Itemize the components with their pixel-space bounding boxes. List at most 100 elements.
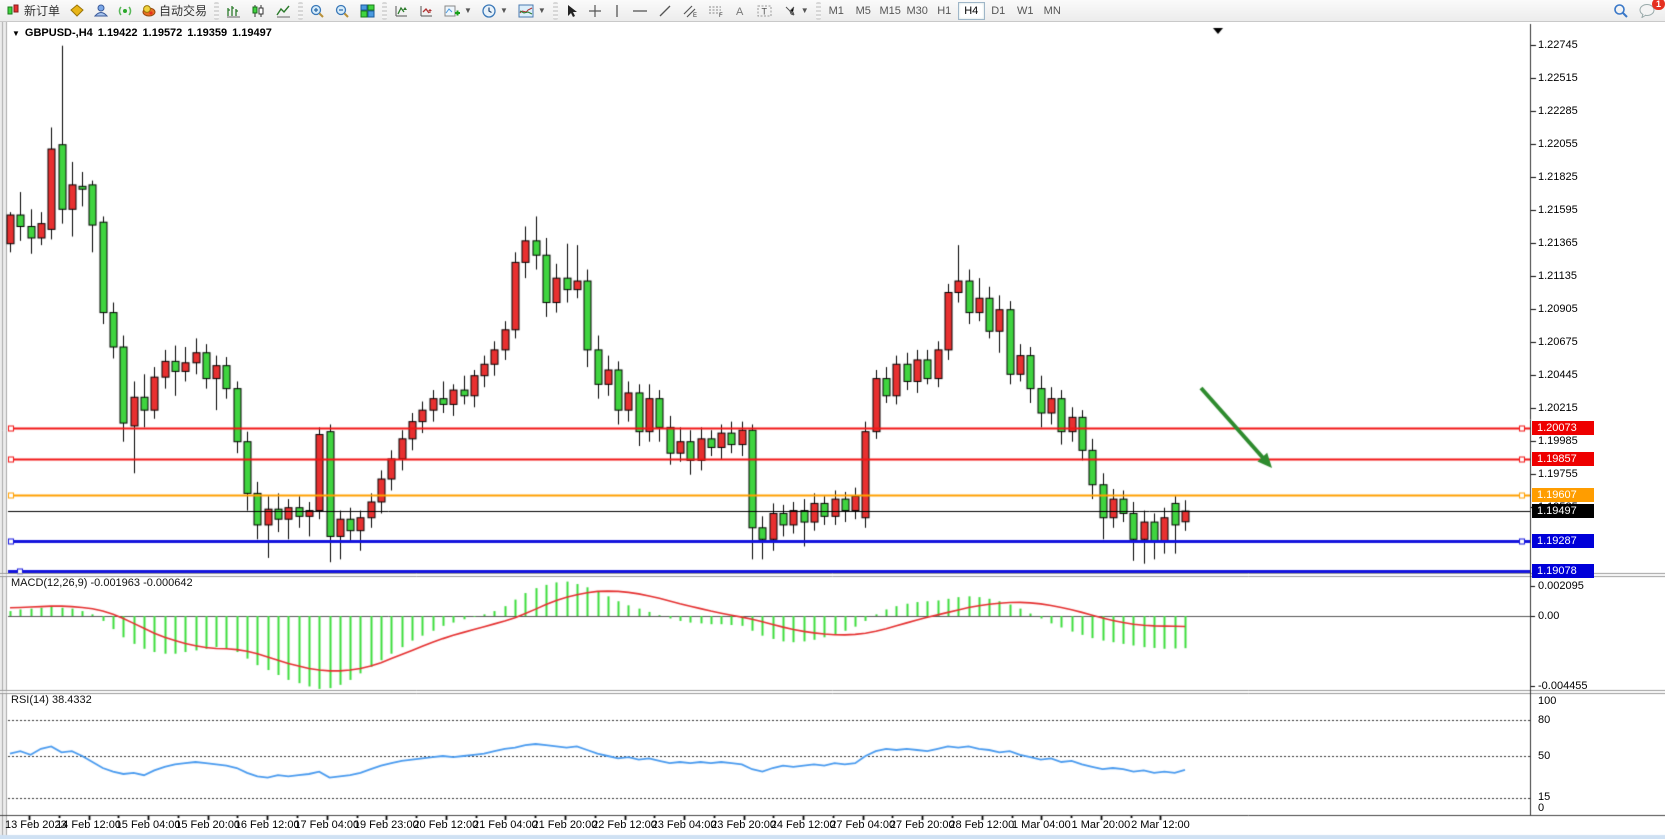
chevron-down-icon: ▼	[464, 6, 472, 15]
zoom-in-button[interactable]	[305, 1, 330, 21]
symbol-period-label: GBPUSD-,H4	[24, 27, 93, 39]
open-value: 1.19422	[97, 27, 138, 39]
add-indicator-icon	[444, 5, 461, 16]
accounts-button[interactable]	[89, 1, 113, 21]
timeframe-button-h1[interactable]: H1	[937, 4, 952, 17]
crosshair-icon	[588, 4, 601, 17]
price-tick-label: 1.21825	[1538, 170, 1578, 183]
accounts-icon	[94, 4, 109, 17]
line-chart-icon	[276, 5, 291, 17]
price-tick-label: 1.19985	[1538, 434, 1578, 447]
indicator-window-button[interactable]	[389, 1, 414, 21]
market-watch-button[interactable]	[65, 1, 89, 21]
vertical-line-button[interactable]	[607, 1, 627, 21]
chart-canvas[interactable]	[0, 22, 1665, 839]
text-label-icon: T	[757, 5, 772, 16]
cursor-button[interactable]	[560, 1, 583, 21]
low-value: 1.19359	[187, 27, 228, 39]
price-tick-label: 1.20675	[1538, 335, 1578, 348]
fibonacci-button[interactable]: F	[703, 1, 729, 21]
macd-scale-label: 0.00	[1538, 610, 1560, 622]
time-tick-label: 17 Feb 04:00	[294, 819, 360, 831]
timeframe-button-h4[interactable]: H4	[957, 1, 985, 20]
signal-icon	[118, 6, 132, 16]
template-button[interactable]: ▼	[513, 1, 551, 21]
tile-windows-button[interactable]	[355, 1, 380, 21]
price-tick-label: 1.20445	[1538, 368, 1578, 381]
autotrade-button[interactable]: 自动交易	[137, 1, 212, 21]
time-tick-label: 15 Feb 20:00	[175, 819, 241, 831]
horizontal-line-button[interactable]	[627, 1, 653, 21]
toolbar-separator	[552, 1, 558, 20]
new-order-icon	[7, 4, 19, 15]
time-tick-label: 2 Mar 12:00	[1131, 819, 1190, 831]
timeframe-button-m5[interactable]: M5	[855, 4, 871, 17]
chat-icon	[1639, 4, 1655, 18]
macd-main-value: -0.001963	[90, 577, 141, 589]
trendline-button[interactable]	[653, 1, 677, 21]
price-tick-label: 1.20905	[1538, 302, 1578, 315]
candlestick-button[interactable]	[246, 1, 271, 21]
timeframe-button-m30[interactable]: M30	[906, 4, 928, 17]
time-tick-label: 21 Feb 20:00	[532, 819, 598, 831]
chevron-down-icon: ▼	[499, 6, 508, 15]
rsi-scale-label: 80	[1538, 714, 1551, 726]
time-tick-label: 22 Feb 12:00	[592, 819, 657, 831]
timeframe-button-mn[interactable]: MN	[1043, 4, 1061, 17]
fibonacci-icon: F	[708, 6, 723, 18]
macd-scale-label: -0.004455	[1538, 680, 1588, 692]
period-button[interactable]: ▼	[477, 1, 513, 21]
new-order-button[interactable]: 新订单	[2, 1, 65, 21]
toolbar: 新订单 自动交易	[0, 0, 1665, 22]
horizontal-line-icon	[632, 9, 647, 12]
time-tick-label: 1 Mar 20:00	[1071, 819, 1131, 831]
bar-chart-button[interactable]	[221, 1, 246, 21]
crosshair-button[interactable]	[583, 1, 607, 21]
new-order-label: 新订单	[24, 4, 61, 18]
price-tick-label: 1.22285	[1538, 104, 1578, 117]
zoom-in-icon	[310, 4, 324, 18]
period-clock-icon	[482, 3, 496, 18]
price-tick-label: 1.22055	[1538, 137, 1578, 150]
price-tick-label: 1.19755	[1538, 467, 1578, 480]
timeframe-button-m1[interactable]: M1	[828, 4, 844, 17]
timeframe-button-w1[interactable]: W1	[1016, 4, 1034, 17]
close-value: 1.19497	[232, 27, 272, 39]
signal-button[interactable]	[113, 1, 137, 21]
svg-text:A: A	[736, 6, 744, 18]
chat-button[interactable]: 1	[1634, 0, 1665, 21]
high-value: 1.19572	[142, 27, 183, 39]
add-indicator-button[interactable]: ▼	[439, 1, 477, 21]
time-tick-label: 20 Feb 12:00	[413, 819, 479, 831]
arrows-icon	[785, 6, 795, 15]
autotrade-icon	[142, 5, 156, 17]
time-tick-label: 14 Feb 12:00	[56, 819, 121, 831]
rsi-value: 38.4332	[51, 694, 92, 706]
trendline-icon	[659, 5, 671, 16]
line-chart-button[interactable]	[271, 1, 296, 21]
time-tick-label: 15 Feb 04:00	[115, 819, 181, 831]
macd-signal-value: -0.000642	[143, 577, 193, 589]
timeframe-button-d1[interactable]: D1	[991, 4, 1006, 17]
time-tick-label: 27 Feb 20:00	[889, 819, 955, 831]
time-tick-label: 28 Feb 12:00	[949, 819, 1015, 831]
arrows-button[interactable]: ▼	[778, 1, 814, 21]
toolbar-separator	[382, 1, 388, 20]
cursor-icon	[567, 4, 577, 17]
price-tick-label: 1.20215	[1538, 401, 1578, 414]
toolbar-separator	[815, 1, 821, 20]
timeframe-button-m15[interactable]: M15	[879, 4, 901, 17]
channel-button[interactable]: E	[677, 1, 703, 21]
price-line-flag: 1.20073	[1532, 421, 1594, 436]
price-line-flag: 1.19497	[1532, 504, 1594, 519]
price-tick-label: 1.22745	[1538, 39, 1578, 51]
zoom-out-button[interactable]	[330, 1, 355, 21]
macd-label: MACD(12,26,9) -0.001963 -0.000642	[11, 577, 193, 589]
text-button[interactable]: A	[729, 1, 752, 21]
toolbar-separator	[214, 1, 220, 20]
search-button[interactable]	[1608, 1, 1634, 21]
price-line-flag: 1.19607	[1532, 488, 1594, 503]
text-label-button[interactable]: T	[752, 1, 778, 21]
svg-text:E: E	[693, 13, 697, 18]
indicator-list-button[interactable]	[414, 1, 439, 21]
